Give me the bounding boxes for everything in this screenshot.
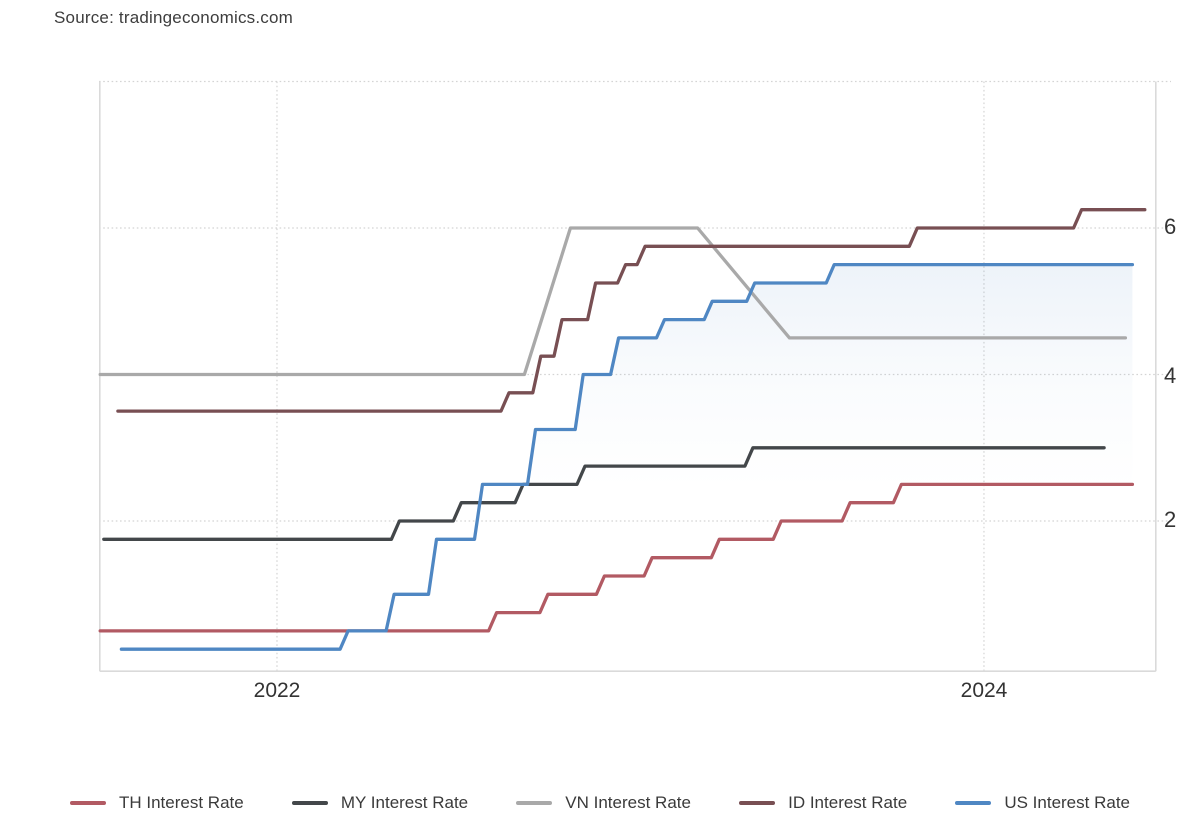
us-line-swatch-icon: [955, 800, 992, 806]
legend-label-us: US Interest Rate: [1004, 793, 1130, 812]
vn-line-swatch-icon: [516, 800, 553, 806]
legend-item-vn[interactable]: VN Interest Rate: [516, 793, 691, 813]
legend-item-my[interactable]: MY Interest Rate: [291, 793, 469, 813]
legend-label-my: MY Interest Rate: [340, 793, 469, 812]
chart-legend: TH Interest Rate MY Interest Rate VN Int…: [70, 791, 1130, 815]
source-credit: Source: tradingeconomics.com: [54, 8, 293, 27]
y-axis-tick-6: 6: [1164, 214, 1177, 239]
legend-item-id[interactable]: ID Interest Rate: [739, 793, 907, 813]
interest-rate-chart[interactable]: [98, 78, 1179, 673]
th-line-swatch-icon: [70, 800, 106, 806]
id-line-swatch-icon: [739, 800, 776, 806]
x-axis-tick-2024: 2024: [960, 679, 1008, 702]
y-axis-tick-2: 2: [1164, 507, 1177, 532]
chart-plot-area: [98, 78, 1171, 673]
legend-label-vn: VN Interest Rate: [565, 793, 691, 812]
legend-item-th[interactable]: TH Interest Rate: [70, 793, 244, 813]
y-axis-tick-4: 4: [1164, 363, 1177, 388]
legend-label-th: TH Interest Rate: [119, 793, 244, 812]
x-axis-tick-2022: 2022: [253, 679, 301, 702]
my-line-swatch-icon: [291, 800, 328, 806]
legend-label-id: ID Interest Rate: [788, 793, 908, 812]
legend-item-us[interactable]: US Interest Rate: [955, 793, 1130, 813]
